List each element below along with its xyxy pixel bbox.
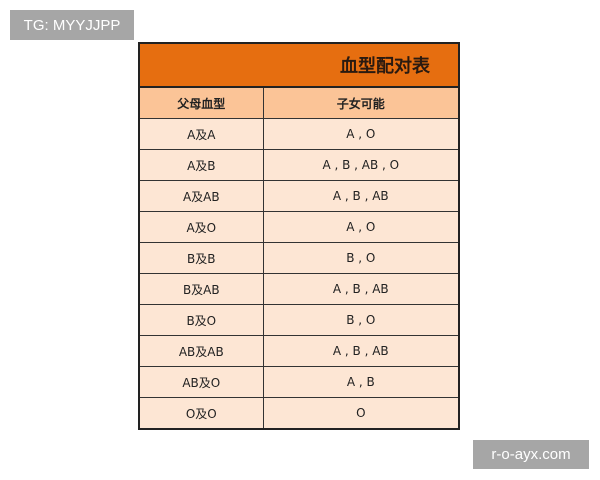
table-row: O及O O: [138, 397, 460, 430]
children-cell: A , B , AB , O: [262, 149, 460, 181]
blood-type-table: 血型配对表 父母血型 子女可能 A及A A , O A及B A , B , AB , …: [138, 42, 460, 430]
watermark-top-left: TG: MYYJJPP: [10, 10, 134, 40]
parents-cell: B及O: [138, 304, 264, 336]
parents-cell: A及O: [138, 211, 264, 243]
children-cell: A , B , AB: [262, 335, 460, 367]
table-row: A及AB A , B , AB: [138, 180, 460, 212]
children-cell: B , O: [262, 304, 460, 336]
parents-cell: B及AB: [138, 273, 264, 305]
children-cell: A , B , AB: [262, 273, 460, 305]
table-row: AB及AB A , B , AB: [138, 335, 460, 367]
table-row: A及O A , O: [138, 211, 460, 243]
table-row: AB及O A , B: [138, 366, 460, 398]
table-row: B及O B , O: [138, 304, 460, 336]
children-cell: A , O: [262, 211, 460, 243]
children-cell: O: [262, 397, 460, 430]
parents-cell: A及B: [138, 149, 264, 181]
parents-cell: AB及O: [138, 366, 264, 398]
table-row: B及B B , O: [138, 242, 460, 274]
parents-cell: O及O: [138, 397, 264, 430]
parents-cell: AB及AB: [138, 335, 264, 367]
parents-cell: A及A: [138, 118, 264, 150]
watermark-bottom-right: r-o-ayx.com: [473, 440, 589, 469]
table-row: B及AB A , B , AB: [138, 273, 460, 305]
children-cell: B , O: [262, 242, 460, 274]
header-children: 子女可能: [262, 86, 460, 119]
parents-cell: A及AB: [138, 180, 264, 212]
table-row: A及A A , O: [138, 118, 460, 150]
children-cell: A , B , AB: [262, 180, 460, 212]
header-parents: 父母血型: [138, 86, 264, 119]
table-title: 血型配对表: [138, 42, 460, 88]
children-cell: A , O: [262, 118, 460, 150]
parents-cell: B及B: [138, 242, 264, 274]
children-cell: A , B: [262, 366, 460, 398]
table-row: A及B A , B , AB , O: [138, 149, 460, 181]
